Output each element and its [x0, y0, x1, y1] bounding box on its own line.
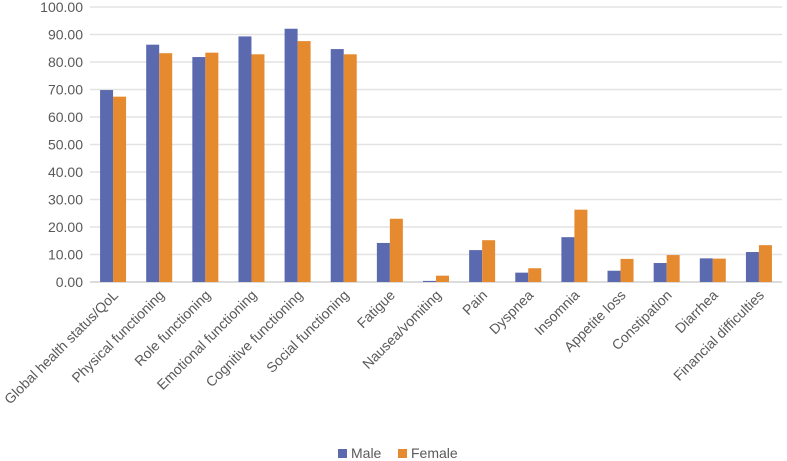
bar-female: [389, 218, 403, 282]
bar-female: [620, 258, 634, 282]
bar-female: [712, 258, 726, 282]
bar-female: [482, 240, 496, 282]
bar-female: [758, 245, 772, 282]
bar-female: [528, 268, 542, 282]
bar-male: [146, 44, 160, 282]
y-tick-label: 70.00: [48, 82, 83, 98]
bar-female: [574, 209, 588, 282]
bar-male: [330, 49, 344, 283]
legend-label-male: Male: [351, 445, 382, 461]
bar-male: [469, 250, 483, 282]
bar-male: [376, 242, 390, 282]
legend-swatch-male: [338, 449, 347, 458]
y-tick-label: 30.00: [48, 192, 83, 208]
legend-label-female: Female: [411, 445, 458, 461]
bar-male: [607, 270, 621, 282]
y-tick-label: 20.00: [48, 219, 83, 235]
bar-female: [205, 52, 219, 283]
x-tick-label: Social functioning: [263, 287, 352, 376]
bar-male: [699, 258, 713, 282]
bar-male: [238, 36, 252, 282]
bar-male: [192, 57, 206, 282]
bar-female: [343, 54, 357, 282]
x-tick-label: Fatigue: [354, 287, 398, 331]
x-tick-label: Dyspnea: [486, 287, 537, 338]
y-tick-label: 40.00: [48, 164, 83, 180]
y-tick-label: 60.00: [48, 109, 83, 125]
y-tick-label: 50.00: [48, 137, 83, 153]
bar-male: [653, 263, 667, 282]
bar-female: [113, 96, 127, 283]
bar-female: [297, 41, 311, 282]
x-tick-label: Pain: [459, 287, 490, 318]
x-tick-label: Financial difficulties: [670, 287, 767, 384]
y-tick-label: 80.00: [48, 54, 83, 70]
bar-female: [159, 53, 173, 283]
bar-male: [745, 252, 759, 282]
legend-swatch-female: [398, 449, 407, 458]
bar-male: [561, 237, 575, 282]
bar-male: [423, 280, 436, 282]
y-tick-label: 10.00: [48, 247, 83, 263]
bar-female: [436, 275, 449, 282]
bar-female: [666, 255, 680, 282]
bar-male: [284, 28, 298, 282]
y-tick-label: 100.00: [40, 0, 83, 15]
bar-male: [100, 90, 114, 282]
bar-male: [515, 272, 529, 282]
bar-female: [251, 54, 265, 282]
y-tick-label: 90.00: [48, 27, 83, 43]
y-tick-label: 0.00: [56, 274, 83, 290]
x-tick-label: Nausea/vomiting: [359, 287, 444, 372]
